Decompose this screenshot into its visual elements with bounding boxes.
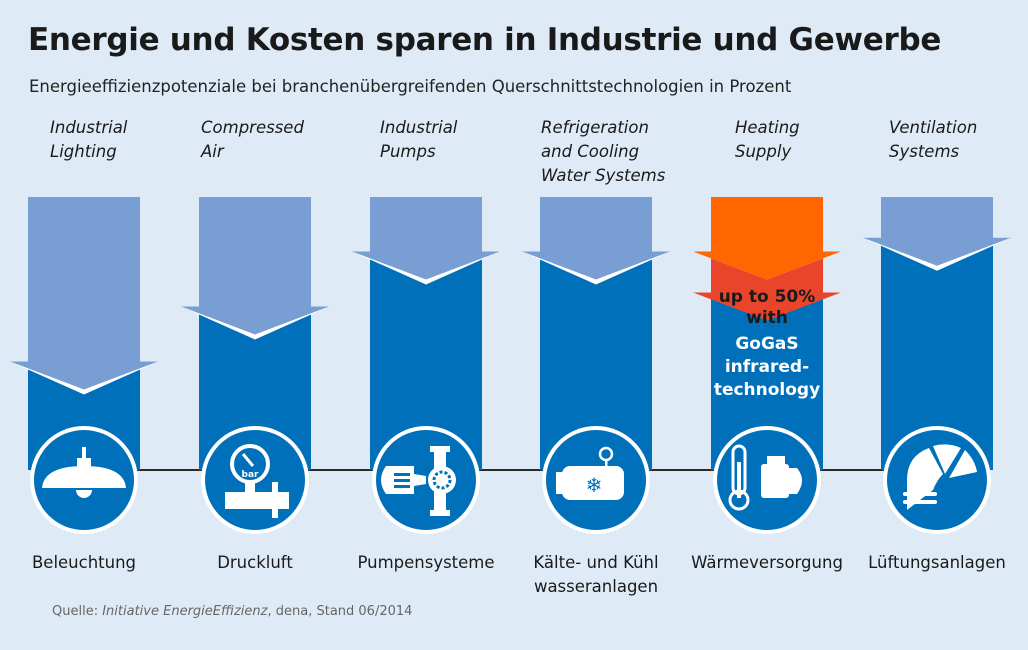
annotation-text: technology xyxy=(714,380,820,400)
duct-segment xyxy=(933,444,961,474)
pump-icon xyxy=(381,446,456,516)
english-label-line: Pumps xyxy=(380,142,436,161)
english-label-line: Lighting xyxy=(50,142,117,161)
english-label-line: Compressed xyxy=(201,118,304,137)
lamp-socket xyxy=(77,458,91,468)
pipe xyxy=(225,492,289,509)
category-label: Lüftungsanlagen xyxy=(847,551,1027,575)
lamp-shade xyxy=(42,466,126,488)
category-label: Pumpensysteme xyxy=(336,551,516,575)
heater-top xyxy=(767,456,785,464)
motor-fin xyxy=(394,473,410,476)
duct-segment xyxy=(949,450,977,478)
value-arrow xyxy=(522,197,670,280)
thermometer-icon xyxy=(728,444,802,511)
refrigeration-icon: ❄ xyxy=(556,446,624,500)
gauge-stem xyxy=(605,460,608,467)
english-label: Ventilation Systems xyxy=(889,116,977,164)
annotation-text: up to 50% xyxy=(719,287,816,307)
value-arrow xyxy=(10,197,158,390)
category-label-line: Lüftungsanlagen xyxy=(868,553,1006,572)
duct-ring xyxy=(903,492,937,496)
gauge-stem xyxy=(245,482,255,494)
value-arrow xyxy=(352,197,500,280)
english-label-line: Industrial xyxy=(50,118,128,137)
heater-body xyxy=(761,464,789,498)
page-subtitle: Energieeffizienzpotenziale bei branchenü… xyxy=(29,77,792,96)
english-label-line: Refrigeration xyxy=(541,118,649,137)
english-label: Heating Supply xyxy=(735,116,800,164)
english-label: Refrigeration and Cooling Water Systems xyxy=(541,116,665,188)
impeller-housing xyxy=(428,466,456,494)
annotation-text: GoGaS xyxy=(735,334,798,354)
compressor-body xyxy=(562,466,624,500)
lamp-bulb xyxy=(76,490,92,498)
category-label: Beleuchtung xyxy=(0,551,174,575)
category-label-line: wasseranlagen xyxy=(533,577,659,596)
source-suffix: , dena, Stand 06/2014 xyxy=(267,604,413,619)
category-label-line: Kälte- und Kühl xyxy=(533,553,659,572)
english-label-line: Supply xyxy=(735,142,792,161)
category-label: Wärmeversorgung xyxy=(677,551,857,575)
source-publisher: Initiative EnergieEffizienz xyxy=(102,604,268,619)
category-label: Kälte- und Kühl wasseranlagen xyxy=(506,551,686,599)
pipe-flange-bottom xyxy=(430,510,450,516)
page-title: Energie und Kosten sparen in Industrie u… xyxy=(28,22,942,58)
annotation-text: infrared- xyxy=(725,357,809,377)
category-label-line: Wärmeversorgung xyxy=(691,553,843,572)
english-label: Industrial Lighting xyxy=(50,116,127,164)
source-prefix: Quelle: xyxy=(52,604,103,619)
gauge-needle xyxy=(241,453,255,467)
english-label-line: and Cooling xyxy=(541,142,640,161)
category-label-line: Pumpensysteme xyxy=(357,553,495,572)
english-label-line: Water Systems xyxy=(541,166,666,185)
duct-ring xyxy=(903,500,937,504)
english-label-line: Ventilation xyxy=(889,118,978,137)
motor-shaft xyxy=(414,474,426,486)
english-label-line: Systems xyxy=(889,142,960,161)
motor-fin xyxy=(394,479,410,482)
value-arrow xyxy=(863,197,1011,266)
english-label: Industrial Pumps xyxy=(380,116,457,164)
thermometer-fill xyxy=(737,462,741,498)
compressor-end xyxy=(556,472,564,494)
impeller xyxy=(432,470,452,490)
lamp-cord xyxy=(82,447,86,459)
snowflake-glyph: ❄ xyxy=(586,473,603,497)
motor-fin xyxy=(394,485,410,488)
category-label: Druckluft xyxy=(165,551,345,575)
category-label-line: Beleuchtung xyxy=(31,553,137,572)
pipe-flange-top xyxy=(430,446,450,452)
english-label-line: Industrial xyxy=(380,118,458,137)
english-label: Compressed Air xyxy=(201,116,304,164)
heater-end xyxy=(789,468,802,494)
pipe-valve xyxy=(272,482,278,518)
value-arrow xyxy=(181,197,329,335)
ventilation-duct-icon xyxy=(903,444,977,510)
english-label-line: Heating xyxy=(735,118,800,137)
annotation-text: with xyxy=(746,308,788,328)
english-label-line: Air xyxy=(201,142,224,161)
value-arrow xyxy=(693,197,841,280)
pressure-gauge-icon: bar xyxy=(225,444,289,518)
gauge-text: bar xyxy=(242,470,260,480)
lamp-icon xyxy=(42,447,126,498)
category-label-line: Druckluft xyxy=(217,553,293,572)
source-note: Quelle: Initiative EnergieEffizienz, den… xyxy=(52,604,412,619)
